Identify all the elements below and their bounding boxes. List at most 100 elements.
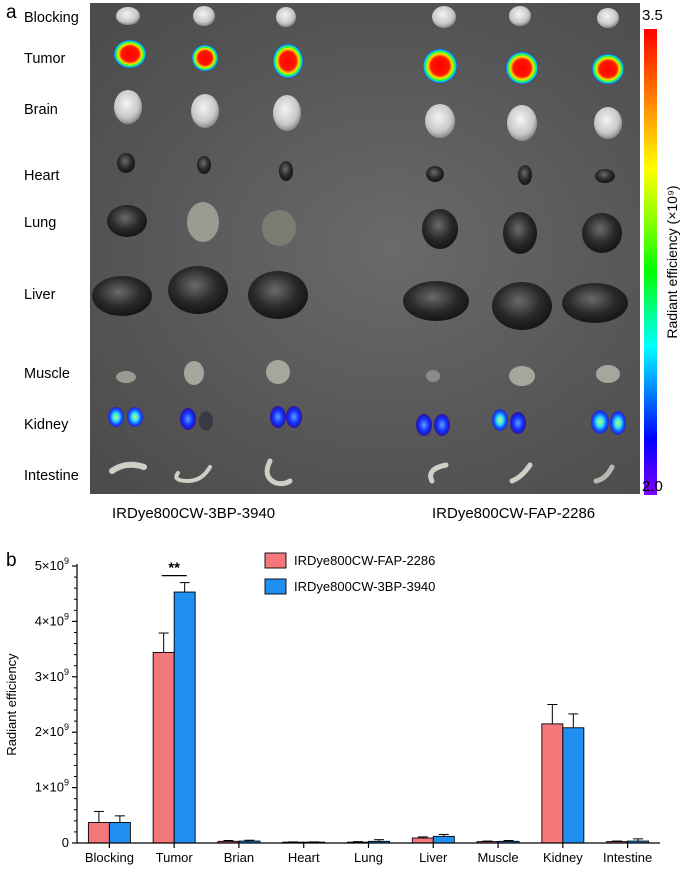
liver-organ — [492, 282, 552, 330]
liver-organ — [403, 281, 469, 321]
y-axis: 0 1×109 2×109 3×109 4×109 5×109 Radiant effici… — [4, 556, 78, 850]
blocking-organ — [432, 6, 456, 28]
bar — [152, 651, 175, 844]
x-tick-label: Intestine — [603, 850, 652, 865]
organ-label-muscle: Muscle — [24, 366, 70, 382]
legend-entry: IRDye800CW-FAP-2286 — [294, 553, 435, 568]
blocking-organ — [193, 6, 215, 26]
x-tick-label: Blocking — [85, 850, 134, 865]
bar — [87, 822, 110, 844]
y-tick-label: 1×109 — [35, 778, 69, 795]
bars — [87, 582, 650, 844]
y-tick-label: 0 — [62, 835, 69, 850]
panel-b-letter: b — [6, 550, 17, 571]
muscle-organ — [116, 371, 136, 383]
kidney-signal — [610, 411, 626, 435]
brain-organ — [594, 107, 622, 139]
colorbar — [644, 29, 657, 495]
lung-organ — [187, 202, 219, 242]
brain-organ — [273, 95, 301, 131]
brain-organ — [191, 94, 219, 128]
intestine-organ — [174, 465, 212, 484]
kidney-signal — [180, 408, 196, 430]
tumor-signal — [273, 44, 303, 78]
muscle-organ — [266, 360, 290, 384]
brain-organ — [114, 90, 142, 124]
liver-organ — [248, 271, 308, 319]
annotations: ** — [161, 560, 187, 577]
group-label-3bp-3940: IRDye800CW-3BP-3940 — [112, 505, 276, 522]
legend: IRDye800CW-FAP-2286 IRDye800CW-3BP-3940 — [264, 552, 435, 595]
kidney-signal — [270, 406, 286, 428]
blocking-organ — [509, 6, 531, 26]
liver-organ — [92, 276, 152, 316]
intestine-organ — [264, 458, 293, 487]
liver-organ — [168, 266, 228, 314]
lung-organ — [582, 213, 622, 253]
muscle-organ — [509, 366, 535, 386]
blocking-organ — [116, 7, 140, 25]
bar — [411, 837, 434, 844]
kidney-signal — [416, 414, 432, 436]
colorbar-title: Radiant efficiency (×10⁹) — [664, 185, 680, 339]
legend-entry: IRDye800CW-3BP-3940 — [294, 579, 435, 594]
x-tick-label: Brian — [224, 850, 254, 865]
tumor-signal — [506, 52, 538, 84]
organ-label-blocking: Blocking — [24, 10, 79, 26]
tumor-signal — [592, 54, 624, 84]
colorbar-max-label: 3.5 — [642, 7, 663, 24]
muscle-organ — [426, 370, 440, 382]
x-tick-label: Tumor — [156, 850, 194, 865]
bar — [432, 835, 455, 844]
x-tick-label: Liver — [419, 850, 448, 865]
heart-organ — [197, 156, 211, 174]
legend-swatch — [264, 578, 287, 595]
panel-a-letter: a — [6, 2, 17, 23]
intestine-organ — [509, 462, 533, 484]
lung-organ — [503, 212, 537, 254]
kidney-signal — [591, 410, 609, 434]
group-label-fap-2286: IRDye800CW-FAP-2286 — [432, 505, 596, 522]
organ-label-kidney: Kidney — [24, 417, 69, 433]
kidney-signal — [108, 407, 124, 427]
intestine-organ — [593, 464, 615, 484]
kidney-signal — [492, 409, 508, 431]
brain-organ — [425, 104, 455, 138]
lung-organ — [422, 209, 458, 249]
bar — [541, 723, 564, 844]
kidney-signal — [127, 407, 143, 427]
legend-swatch — [264, 552, 287, 569]
x-tick-label: Heart — [288, 850, 320, 865]
organ-label-tumor: Tumor — [24, 51, 66, 67]
bar — [108, 822, 131, 844]
heart-organ — [426, 166, 444, 182]
kidney-signal — [434, 414, 450, 436]
tumor-signal — [192, 45, 218, 71]
bar — [562, 727, 585, 844]
ivis-organ-drawing — [92, 6, 628, 487]
kidney-signal — [510, 412, 526, 434]
tumor-signal — [114, 40, 146, 68]
x-tick-label: Kidney — [543, 850, 583, 865]
organ-label-lung: Lung — [24, 215, 57, 231]
lung-organ — [107, 205, 147, 237]
bar-chart: 0 1×109 2×109 3×109 4×109 5×109 Radiant effici… — [4, 552, 660, 865]
organ-label-heart: Heart — [24, 168, 60, 184]
kidney-signal — [199, 411, 213, 431]
heart-organ — [518, 165, 532, 185]
bar — [173, 591, 196, 844]
significance-label: ** — [168, 560, 180, 577]
y-tick-label: 4×109 — [35, 611, 69, 628]
kidney-signal — [286, 406, 302, 428]
y-axis-label: Radiant efficiency — [4, 653, 19, 756]
blocking-organ — [276, 7, 296, 27]
organ-label-brain: Brain — [24, 102, 58, 118]
y-tick-label: 3×109 — [35, 667, 69, 684]
y-tick-label: 2×109 — [35, 722, 69, 739]
muscle-organ — [184, 361, 204, 385]
intestine-organ — [109, 461, 147, 474]
organ-label-intestine: Intestine — [24, 468, 79, 484]
heart-organ — [595, 169, 615, 183]
x-tick-label: Lung — [354, 850, 383, 865]
x-axis: Blocking Tumor Brian Heart Lung Liver Muscle Ki… — [77, 842, 660, 865]
